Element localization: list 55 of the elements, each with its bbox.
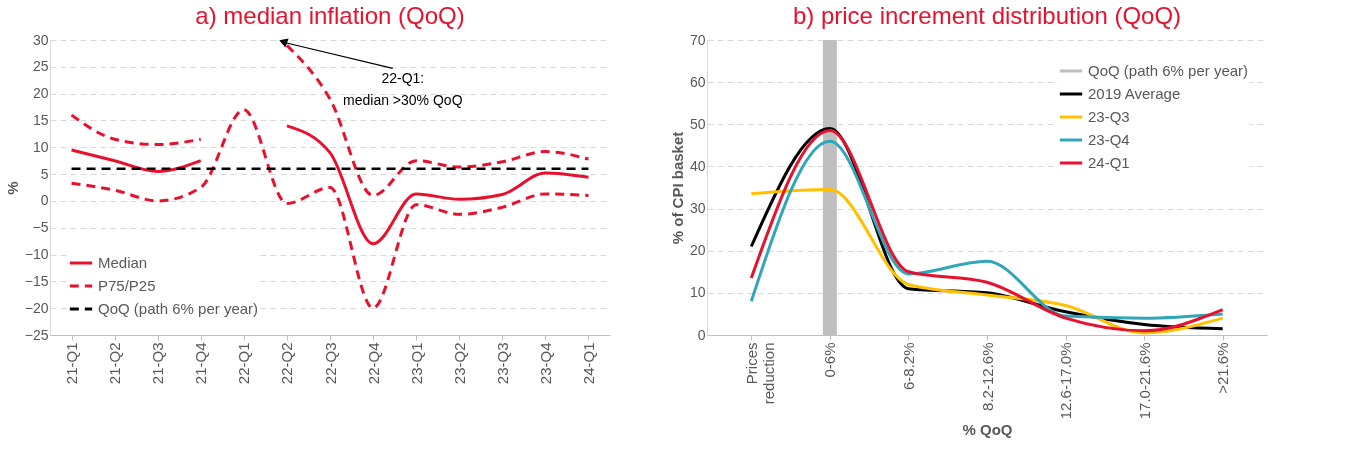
y-tick-label: 60 — [689, 73, 706, 90]
x-tick-label: 24-Q1 — [579, 342, 597, 385]
y-tick-label: −20 — [24, 299, 49, 316]
y-axis-title: % — [3, 181, 21, 195]
chart-title: b) price increment distribution (QoQ) — [792, 2, 1182, 29]
x-tick-label: 0-6% — [821, 342, 839, 378]
x-tick-label: 23-Q4 — [536, 342, 554, 385]
x-tick-label: 22-Q1 — [235, 342, 253, 385]
x-tick-label: 21-Q4 — [192, 342, 210, 385]
y-tick-label: −15 — [24, 272, 49, 289]
x-tick-label: 23-Q3 — [493, 342, 511, 385]
x-tick-label: 21-Q3 — [149, 342, 167, 385]
y-tick-label: 30 — [689, 200, 706, 217]
y-tick-label: 10 — [689, 284, 706, 301]
legend-label: QoQ (path 6% per year) — [1088, 62, 1249, 79]
y-tick-label: 20 — [32, 85, 49, 102]
x-tick-label: 6-8.2% — [899, 342, 917, 391]
y-tick-label: −10 — [24, 246, 49, 263]
x-tick-label: 17.0-21.6% — [1135, 342, 1153, 420]
y-tick-label: 0 — [697, 326, 706, 343]
x-tick-label: 21-Q2 — [106, 342, 124, 385]
legend-label: 23-Q4 — [1088, 131, 1130, 148]
legend-label: 23-Q3 — [1088, 108, 1130, 125]
chart-title: a) median inflation (QoQ) — [195, 2, 465, 29]
y-tick-label: 50 — [689, 115, 706, 132]
x-tick-label: 22-Q4 — [364, 342, 382, 385]
y-tick-label: −25 — [24, 326, 49, 343]
y-tick-label: 10 — [32, 138, 49, 155]
legend-label: QoQ (path 6% per year) — [98, 300, 259, 317]
y-tick-label: 70 — [689, 31, 706, 48]
y-tick-label: 30 — [32, 31, 49, 48]
x-tick-label: 23-Q2 — [450, 342, 468, 385]
x-tick-label: 12.6-17.0% — [1057, 342, 1075, 420]
x-tick-label: 8.2-12.6% — [978, 342, 996, 411]
x-tick-label: Prices reduction — [742, 342, 777, 405]
y-tick-label: 15 — [32, 111, 49, 128]
x-tick-label: 22-Q2 — [278, 342, 296, 385]
x-tick-label: 21-Q1 — [63, 342, 81, 385]
legend-label: 2019 Average — [1088, 85, 1181, 102]
annotation: 22-Q1: median >30% QoQ — [343, 70, 463, 109]
legend-label: P75/P25 — [98, 277, 156, 294]
y-tick-label: 20 — [689, 242, 706, 259]
x-axis-title: % QoQ — [962, 421, 1013, 439]
y-axis-title: % of CPI basket — [668, 131, 686, 245]
y-tick-label: 25 — [32, 58, 49, 75]
x-tick-label: >21.6% — [1214, 342, 1232, 394]
legend-label: 24-Q1 — [1088, 154, 1130, 171]
legend-label: Median — [98, 254, 148, 271]
x-tick-label: 22-Q3 — [321, 342, 339, 385]
y-tick-label: 5 — [40, 165, 49, 182]
x-tick-label: 23-Q1 — [407, 342, 425, 385]
line-series — [749, 188, 1225, 335]
y-tick-label: 0 — [40, 192, 49, 209]
y-tick-label: 40 — [689, 157, 706, 174]
y-tick-label: −5 — [32, 219, 49, 236]
